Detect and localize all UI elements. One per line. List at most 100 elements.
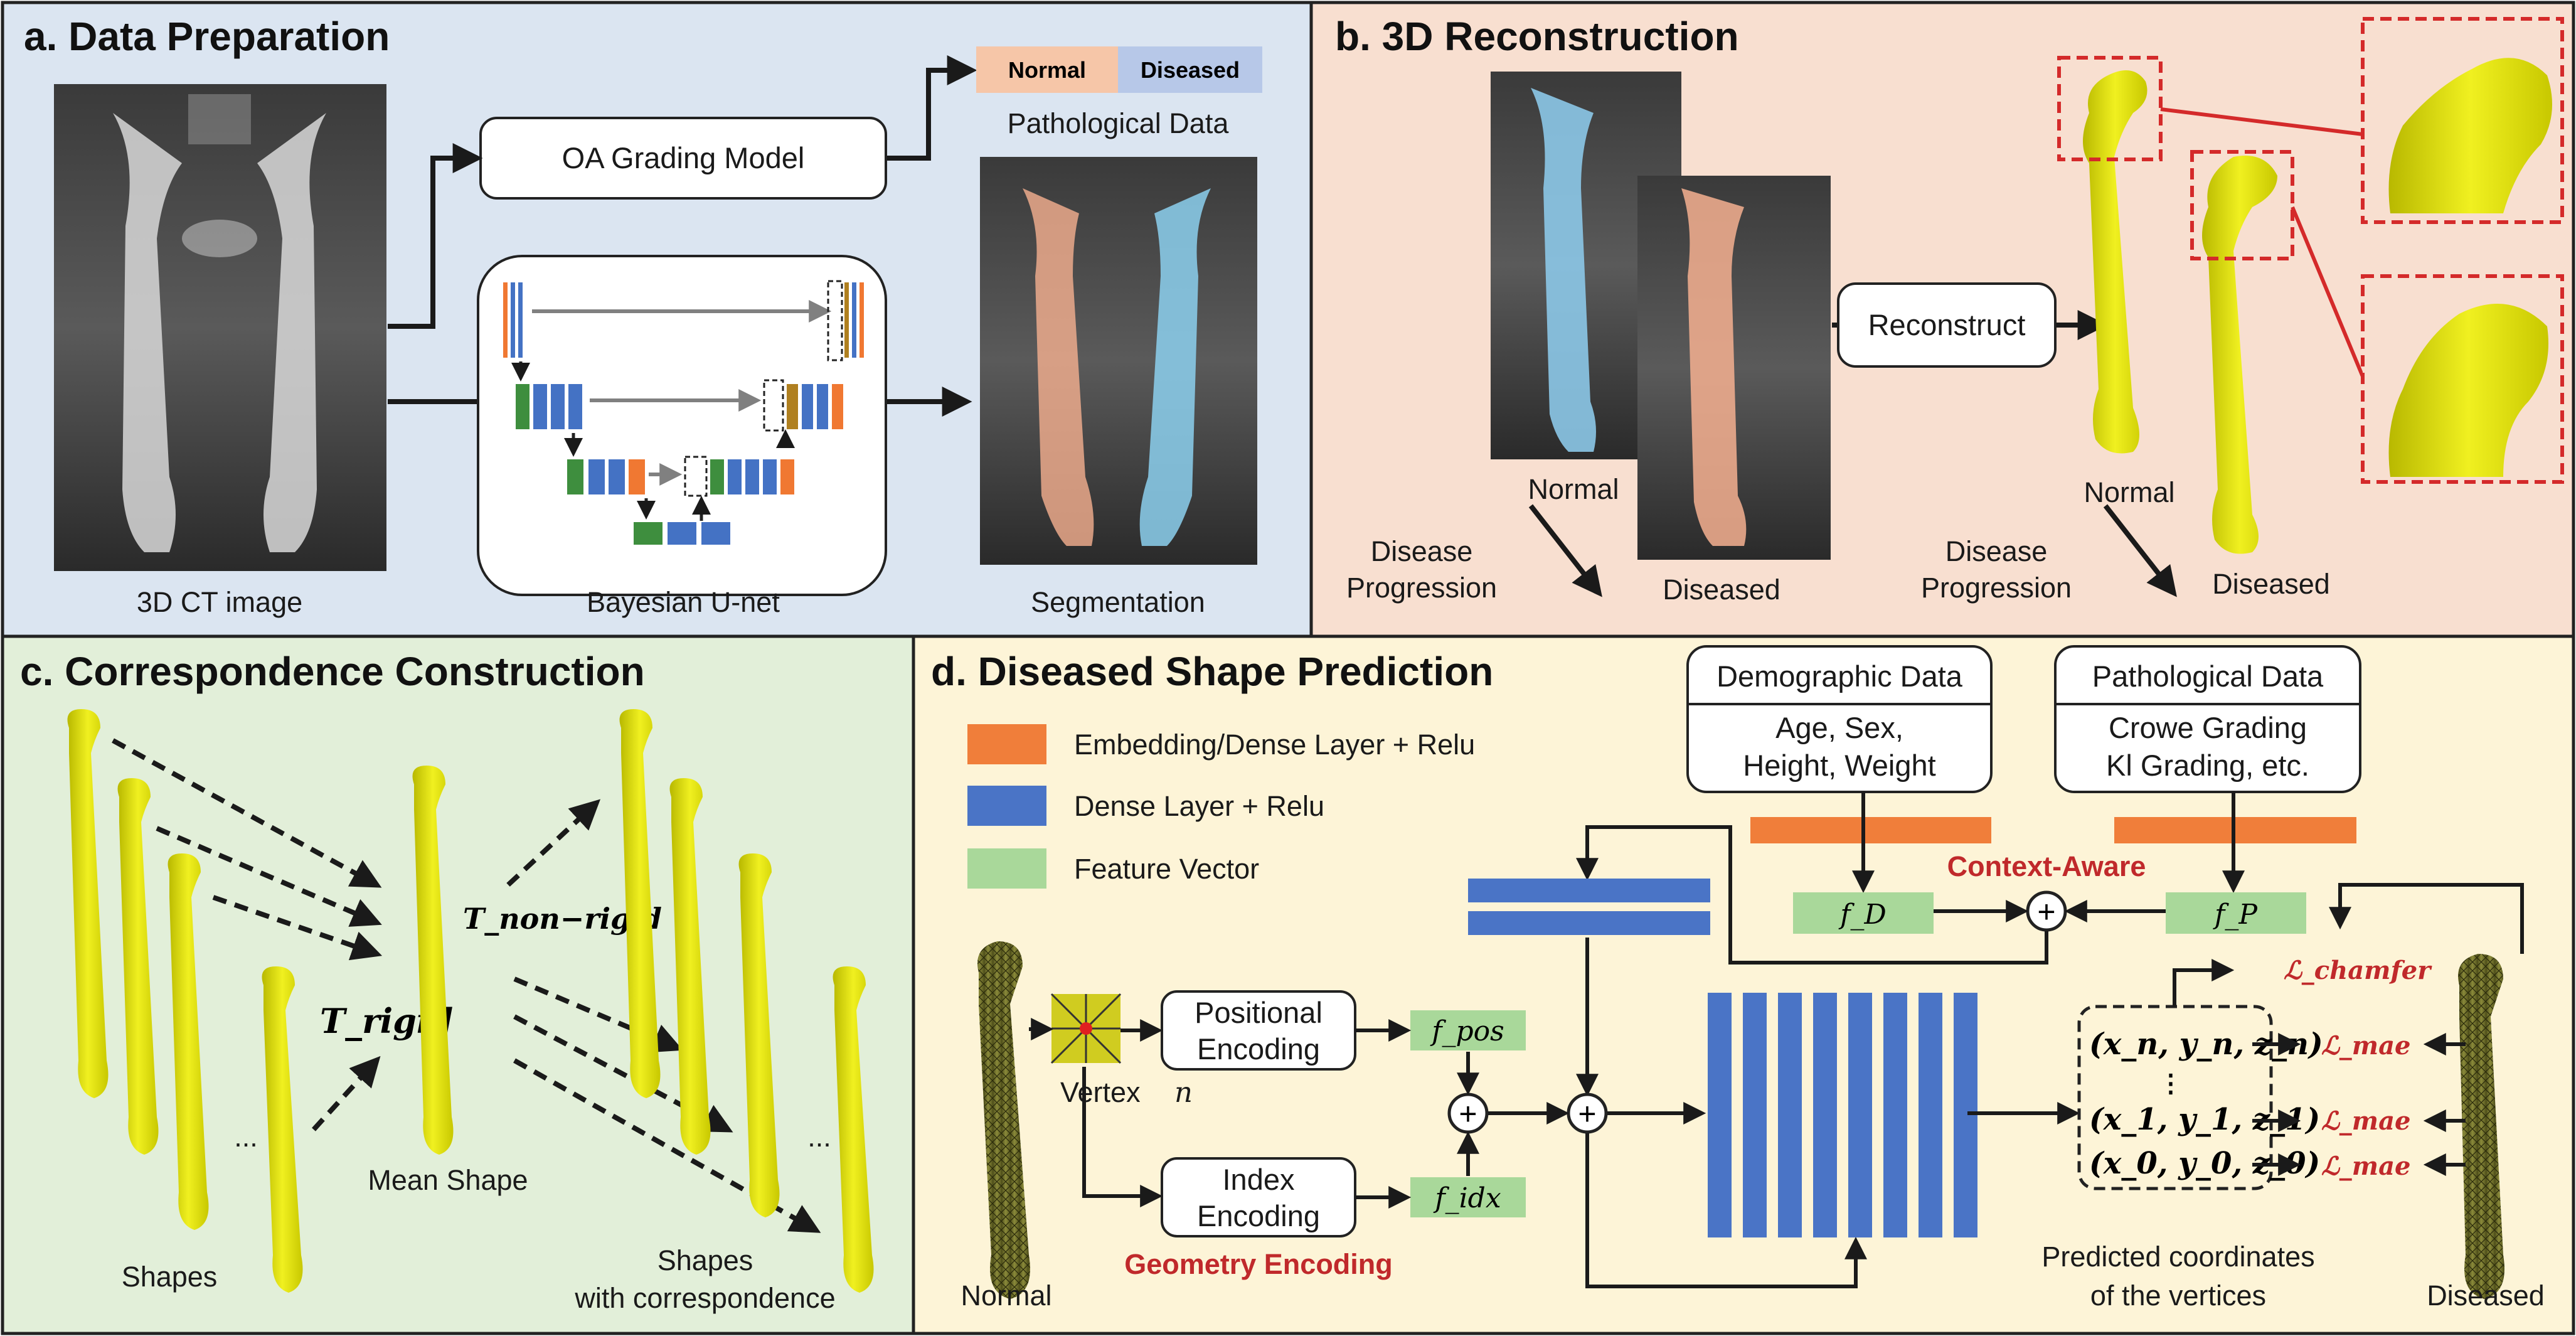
pathological-line1: Crowe Grading bbox=[2109, 711, 2307, 744]
ct-image-label: 3D CT image bbox=[137, 586, 302, 618]
segmentation-label: Segmentation bbox=[1031, 586, 1205, 618]
legend-feature-label: Feature Vector bbox=[1074, 853, 1259, 885]
segmentation-image bbox=[980, 157, 1257, 565]
loss-mae-0: ℒ_mae bbox=[2321, 1152, 2411, 1181]
normal-bone-mesh bbox=[977, 941, 1030, 1299]
legend-dense-label: Dense Layer + Relu bbox=[1074, 790, 1324, 822]
zoom-detail-diseased bbox=[2361, 274, 2564, 484]
progression-label-1a: Disease bbox=[1371, 535, 1473, 567]
demographic-line2: Height, Weight bbox=[1743, 749, 1935, 782]
pathological-data-label: Pathological Data bbox=[1008, 107, 1230, 139]
legend-embedding-label: Embedding/Dense Layer + Relu bbox=[1074, 729, 1475, 761]
zoom-line-diseased bbox=[2291, 206, 2365, 378]
fidx-label: f_idx bbox=[1433, 1182, 1501, 1214]
progression-label-2a: Disease bbox=[1945, 535, 2048, 567]
progression-arrow-2 bbox=[2103, 504, 2177, 597]
geometry-sum-symbol: + bbox=[1459, 1096, 1477, 1131]
dense-block bbox=[1708, 993, 1977, 1237]
unet-box bbox=[477, 255, 887, 596]
unet-diagram bbox=[503, 280, 864, 545]
rigid-arrows bbox=[112, 738, 383, 1131]
panel-c-title: c. Correspondence Construction bbox=[20, 649, 645, 694]
ellipsis-right: ... bbox=[807, 1121, 831, 1153]
diseased-bone-label: Diseased bbox=[2427, 1280, 2545, 1312]
input-shapes bbox=[67, 709, 303, 1293]
demographic-embedding-bar bbox=[1750, 817, 1991, 843]
arrow-output-to-chamfer bbox=[2173, 959, 2235, 1007]
fpos-label: f_pos bbox=[1430, 1015, 1504, 1047]
dense-bar-1 bbox=[1468, 879, 1710, 902]
progression-label-1b: Progression bbox=[1346, 572, 1497, 604]
progression-label-2b: Progression bbox=[1921, 572, 2072, 604]
vertex-index: n bbox=[1174, 1076, 1193, 1109]
feature-fp bbox=[2166, 892, 2306, 934]
arrow-oa-to-path bbox=[887, 55, 977, 161]
legend-swatch-dense bbox=[967, 786, 1046, 826]
positional-encoding-line1: Positional bbox=[1195, 996, 1323, 1029]
dense-bar-2 bbox=[1468, 911, 1710, 935]
index-encoding-line2: Encoding bbox=[1197, 1199, 1320, 1232]
fd-label: f_D bbox=[1838, 899, 1887, 931]
vertex-patch bbox=[1050, 993, 1122, 1064]
loss-chamfer: ℒ_chamfer bbox=[2284, 956, 2432, 985]
panel-d-title: d. Diseased Shape Prediction bbox=[931, 649, 1493, 694]
ct-diseased-label: Diseased bbox=[1663, 574, 1780, 606]
shapes-corr-label-2: with correspondence bbox=[574, 1282, 835, 1314]
progression-arrow-1 bbox=[1528, 504, 1602, 597]
zoom-detail-normal bbox=[2361, 17, 2564, 224]
oa-grading-label: OA Grading Model bbox=[562, 141, 805, 174]
mean-shape bbox=[412, 766, 454, 1155]
skip-connection-line bbox=[1585, 1133, 1867, 1288]
geometry-encoding-label: Geometry Encoding bbox=[1124, 1248, 1393, 1280]
mesh-diseased-label: Diseased bbox=[2212, 568, 2330, 600]
demographic-data-box bbox=[1686, 645, 1993, 793]
diseased-bone-mesh bbox=[2458, 954, 2504, 1299]
mean-shape-label: Mean Shape bbox=[368, 1164, 528, 1196]
feature-fpos bbox=[1410, 1010, 1526, 1050]
reconstruct-box bbox=[1837, 282, 2057, 368]
pathological-title: Pathological Data bbox=[2092, 660, 2324, 693]
loop-back-line bbox=[1576, 825, 2048, 965]
ct-diseased-slice bbox=[1637, 176, 1831, 560]
pathological-line2: Kl Grading, etc. bbox=[2106, 749, 2309, 782]
diseased-swatch-label: Diseased bbox=[1141, 57, 1240, 83]
main-sum-symbol: + bbox=[1578, 1096, 1596, 1131]
mesh-normal-label: Normal bbox=[2084, 476, 2174, 508]
zoom-line-normal bbox=[2160, 107, 2363, 136]
normal-femur-mesh bbox=[2083, 70, 2148, 454]
coord-ellipsis: ⋮ bbox=[2158, 1070, 2183, 1098]
predicted-coords-label-1: Predicted coordinates bbox=[2041, 1241, 2314, 1273]
panel-a-title: a. Data Preparation bbox=[24, 14, 390, 59]
shapes-corr-label-1: Shapes bbox=[657, 1244, 753, 1276]
feature-fidx bbox=[1410, 1177, 1526, 1217]
diseased-femur-mesh bbox=[2202, 156, 2277, 554]
arrow-diseased-to-chamfer bbox=[2329, 883, 2524, 954]
legend-swatch-feature bbox=[967, 848, 1046, 889]
shapes-label: Shapes bbox=[122, 1261, 218, 1293]
index-encoding-line1: Index bbox=[1223, 1163, 1295, 1196]
predicted-coords-label-2: of the vertices bbox=[2090, 1280, 2266, 1312]
loss-mae-1: ℒ_mae bbox=[2321, 1106, 2411, 1136]
context-sum-symbol: + bbox=[2037, 894, 2055, 929]
demographic-line1: Age, Sex, bbox=[1775, 711, 1903, 744]
pathological-data-box bbox=[2054, 645, 2361, 793]
ct-image bbox=[54, 84, 386, 571]
fp-label: f_P bbox=[2213, 899, 2258, 931]
arrow-ct-to-oa bbox=[388, 143, 483, 329]
corresponded-shapes bbox=[619, 709, 874, 1293]
normal-swatch-label: Normal bbox=[1008, 57, 1086, 83]
loss-mae-n: ℒ_mae bbox=[2321, 1031, 2411, 1061]
positional-encoding-line2: Encoding bbox=[1197, 1032, 1320, 1066]
normal-bone-label: Normal bbox=[961, 1280, 1051, 1312]
panel-b-title: b. 3D Reconstruction bbox=[1335, 14, 1739, 59]
zoom-box-diseased bbox=[2190, 150, 2294, 260]
ellipsis-left: ... bbox=[234, 1121, 258, 1153]
reconstruct-label: Reconstruct bbox=[1868, 308, 2026, 341]
ct-normal-label: Normal bbox=[1528, 473, 1619, 505]
legend-swatch-embedding bbox=[967, 724, 1046, 764]
demographic-title: Demographic Data bbox=[1716, 660, 1963, 693]
zoom-box-normal bbox=[2057, 56, 2163, 161]
feature-fd bbox=[1793, 892, 1934, 934]
